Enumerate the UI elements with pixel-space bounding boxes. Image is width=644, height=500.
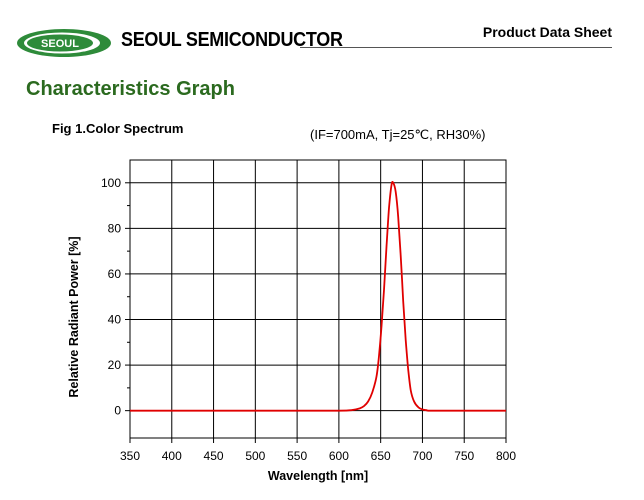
x-tick-label: 650 xyxy=(371,449,391,463)
y-axis-label: Relative Radiant Power [%] xyxy=(67,236,81,397)
chart-series xyxy=(129,180,506,412)
spectrum-line xyxy=(129,180,506,412)
header-rule xyxy=(300,47,612,48)
chart-ticks: 350 400 450 500 550 600 650 700 750 800 0 20 40 60 80 1… xyxy=(101,176,516,463)
x-tick-label: 750 xyxy=(454,449,474,463)
seoul-logo: SEOUL xyxy=(17,29,111,57)
x-tick-label: 500 xyxy=(245,449,265,463)
y-tick-label: 60 xyxy=(108,267,122,281)
figure-title: Fig 1.Color Spectrum xyxy=(52,121,184,136)
x-tick-label: 700 xyxy=(412,449,432,463)
page-header: SEOUL SEOUL SEMICONDUCTOR Product Data S… xyxy=(0,0,644,60)
x-tick-label: 800 xyxy=(496,449,516,463)
x-axis-label: Wavelength [nm] xyxy=(268,469,368,483)
x-tick-label: 450 xyxy=(204,449,224,463)
y-tick-label: 40 xyxy=(108,313,122,327)
chart-grid xyxy=(130,160,506,438)
x-tick-label: 600 xyxy=(329,449,349,463)
y-tick-label: 80 xyxy=(108,221,122,235)
x-tick-label: 550 xyxy=(287,449,307,463)
section-title: Characteristics Graph xyxy=(26,78,235,100)
figure-conditions: (IF=700mA, Tj=25℃, RH30%) xyxy=(310,127,486,142)
y-tick-label: 0 xyxy=(114,404,121,418)
x-tick-label: 350 xyxy=(120,449,140,463)
logo-text: SEOUL xyxy=(41,38,79,50)
y-tick-label: 20 xyxy=(108,358,122,372)
y-tick-label: 100 xyxy=(101,176,121,190)
company-name: SEOUL SEMICONDUCTOR xyxy=(121,28,343,51)
doc-title: Product Data Sheet xyxy=(482,24,612,40)
x-tick-label: 400 xyxy=(162,449,182,463)
plot-frame xyxy=(129,159,507,439)
